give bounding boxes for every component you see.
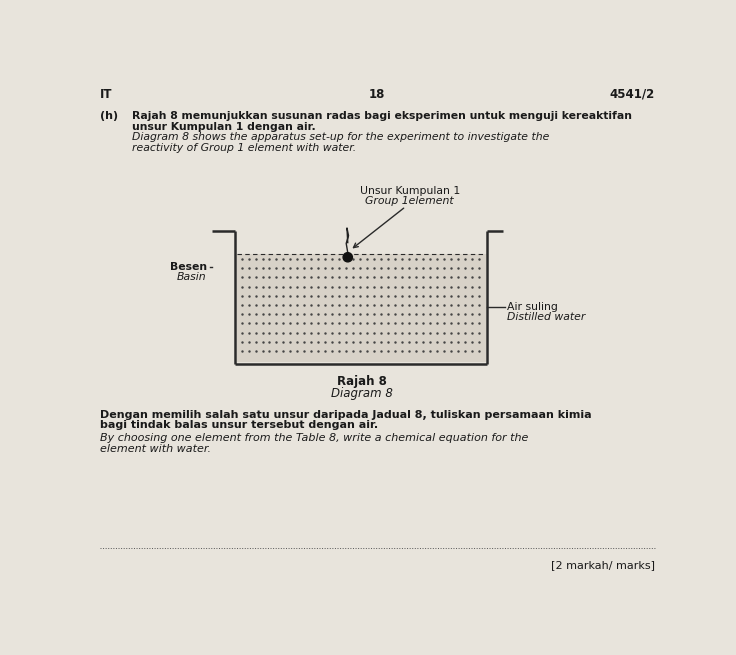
- Text: Air suling: Air suling: [506, 302, 557, 312]
- Bar: [237, 254, 486, 362]
- Text: Dengan memilih salah satu unsur daripada Jadual 8, tuliskan persamaan kimia: Dengan memilih salah satu unsur daripada…: [100, 409, 591, 420]
- Text: Besen: Besen: [169, 262, 207, 272]
- Text: element with water.: element with water.: [100, 443, 210, 453]
- Text: Diagram 8 shows the apparatus set-up for the experiment to investigate the: Diagram 8 shows the apparatus set-up for…: [132, 132, 550, 143]
- Text: Rajah 8: Rajah 8: [337, 375, 386, 388]
- Text: bagi tindak balas unsur tersebut dengan air.: bagi tindak balas unsur tersebut dengan …: [100, 421, 378, 430]
- Text: 18: 18: [369, 88, 386, 101]
- Text: [2 markah/ marks]: [2 markah/ marks]: [551, 560, 654, 570]
- Text: (h): (h): [100, 111, 118, 121]
- Text: reactivity of Group 1 element with water.: reactivity of Group 1 element with water…: [132, 143, 356, 153]
- Text: By choosing one element from the Table 8, write a chemical equation for the: By choosing one element from the Table 8…: [100, 433, 528, 443]
- Text: Basin: Basin: [177, 272, 207, 282]
- Text: Group 1element: Group 1element: [366, 196, 454, 206]
- Text: IT: IT: [100, 88, 113, 101]
- Text: 4541/2: 4541/2: [609, 88, 654, 101]
- Text: unsur Kumpulan 1 dengan air.: unsur Kumpulan 1 dengan air.: [132, 122, 316, 132]
- Text: Distilled water: Distilled water: [506, 312, 585, 322]
- Text: Unsur Kumpulan 1: Unsur Kumpulan 1: [360, 187, 460, 196]
- Circle shape: [343, 253, 353, 262]
- Text: Diagram 8: Diagram 8: [330, 386, 392, 400]
- Text: Rajah 8 memunjukkan susunan radas bagi eksperimen untuk menguji kereaktifan: Rajah 8 memunjukkan susunan radas bagi e…: [132, 111, 632, 121]
